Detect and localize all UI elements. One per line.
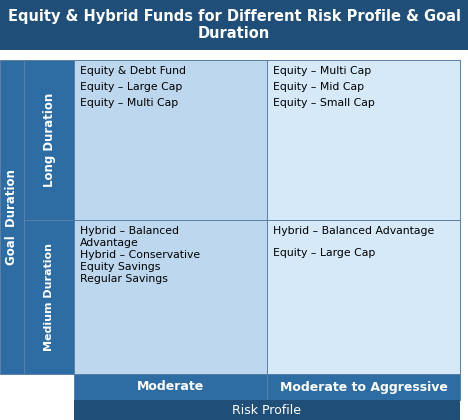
- Text: Medium Duration: Medium Duration: [44, 243, 54, 351]
- Text: Equity – Multi Cap: Equity – Multi Cap: [80, 98, 178, 108]
- Bar: [74, 400, 460, 420]
- Bar: [74, 60, 267, 220]
- Bar: [267, 60, 460, 220]
- Text: Moderate: Moderate: [137, 381, 204, 394]
- Text: Hybrid – Balanced Advantage: Hybrid – Balanced Advantage: [273, 226, 434, 236]
- Text: Risk Profile: Risk Profile: [233, 404, 301, 417]
- Bar: [24, 60, 74, 220]
- Text: Moderate to Aggressive: Moderate to Aggressive: [279, 381, 447, 394]
- Text: Equity – Small Cap: Equity – Small Cap: [273, 98, 375, 108]
- Text: Equity – Mid Cap: Equity – Mid Cap: [273, 82, 364, 92]
- Bar: [267, 220, 460, 374]
- Text: Equity – Multi Cap: Equity – Multi Cap: [273, 66, 371, 76]
- Bar: [24, 220, 74, 374]
- Bar: [0, 0, 468, 50]
- Bar: [0, 60, 24, 374]
- Text: Regular Savings: Regular Savings: [80, 274, 168, 284]
- Bar: [74, 374, 267, 400]
- Text: Hybrid – Conservative
Equity Savings: Hybrid – Conservative Equity Savings: [80, 250, 200, 272]
- Text: Long Duration: Long Duration: [43, 93, 56, 187]
- Text: Hybrid – Balanced
Advantage: Hybrid – Balanced Advantage: [80, 226, 179, 248]
- Bar: [267, 374, 460, 400]
- Bar: [74, 220, 267, 374]
- Text: Equity & Debt Fund: Equity & Debt Fund: [80, 66, 186, 76]
- Text: Goal  Duration: Goal Duration: [6, 169, 19, 265]
- Text: Equity – Large Cap: Equity – Large Cap: [80, 82, 183, 92]
- Text: Equity & Hybrid Funds for Different Risk Profile & Goal
Duration: Equity & Hybrid Funds for Different Risk…: [7, 9, 461, 41]
- Text: Equity – Large Cap: Equity – Large Cap: [273, 248, 375, 258]
